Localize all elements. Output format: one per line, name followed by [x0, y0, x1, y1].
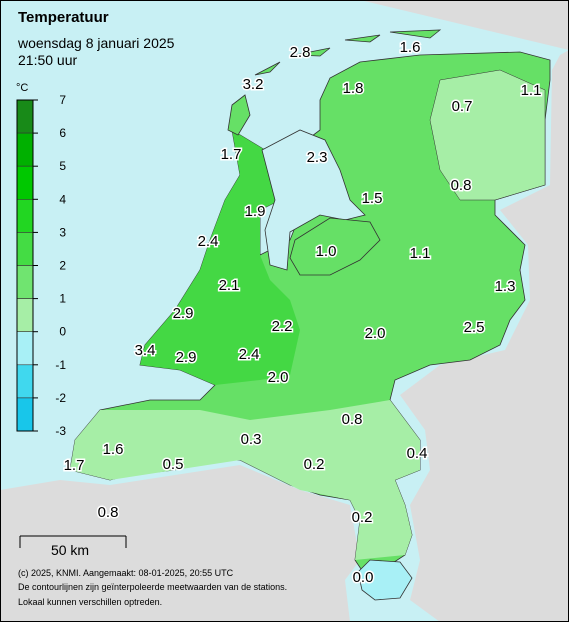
station-reading: 1.9: [245, 203, 266, 220]
station-reading: 2.8: [290, 44, 311, 61]
station-reading: 2.2: [272, 318, 293, 335]
legend-tick-label: 5: [59, 159, 66, 173]
station-reading: 1.3: [495, 278, 516, 295]
cool-zone: [70, 400, 420, 560]
legend-swatch: [16, 199, 34, 233]
legend-tick-label: -2: [55, 391, 66, 405]
station-reading: 3.2: [243, 76, 264, 93]
cold-zone: [357, 559, 413, 601]
station-reading: 1.6: [103, 441, 124, 458]
neighbour-land: [0, 465, 360, 622]
station-reading: 1.6: [400, 39, 421, 56]
scale-label: 50 km: [51, 542, 89, 558]
station-reading: 2.4: [239, 346, 260, 363]
legend-swatch: [16, 232, 34, 266]
title: Temperatuur: [18, 9, 109, 26]
station-reading: 0.8: [98, 504, 119, 521]
date: woensdag 8 januari 2025: [17, 35, 175, 51]
station-reading: 2.1: [219, 277, 240, 294]
legend-tick-label: 6: [59, 126, 66, 140]
station-reading: 0.7: [452, 98, 473, 115]
station-reading: 0.2: [304, 456, 325, 473]
legend-tick-label: 7: [59, 93, 66, 107]
legend-swatch: [16, 99, 34, 134]
footer-line: De contourlijnen zijn geïnterpoleerde me…: [18, 582, 287, 592]
station-reading: 2.9: [176, 349, 197, 366]
legend-swatch: [16, 265, 34, 299]
legend-tick-label: -1: [55, 358, 66, 372]
station-reading: 0.0: [353, 569, 374, 586]
station-reading: 1.7: [64, 457, 85, 474]
station-reading: 2.3: [307, 149, 328, 166]
flevoland: [289, 217, 381, 276]
station-reading: 1.1: [410, 245, 431, 262]
station-reading: 2.5: [464, 319, 485, 336]
station-reading: 1.8: [343, 80, 364, 97]
legend-swatch: [16, 132, 34, 167]
legend-tick-label: -3: [55, 424, 66, 438]
legend-swatch: [16, 364, 34, 399]
legend-tick-label: 4: [59, 192, 66, 206]
station-reading: 2.4: [198, 233, 219, 250]
legend-swatch: [16, 397, 34, 432]
legend-swatch: [16, 165, 34, 200]
station-reading: 2.0: [365, 325, 386, 342]
legend-tick-label: 1: [59, 292, 66, 306]
station-reading: 2.9: [173, 305, 194, 322]
station-reading: 0.3: [241, 431, 262, 448]
station-reading: 3.4: [135, 342, 156, 359]
warm-zone: [140, 130, 300, 385]
neighbour-land: [360, 0, 569, 622]
station-reading: 1.5: [362, 190, 383, 207]
legend-tick-label: 3: [59, 225, 66, 239]
station-reading: 1.0: [316, 243, 337, 260]
wadden-islands: [227, 29, 442, 136]
time: 21:50 uur: [18, 52, 77, 68]
station-reading: 2.0: [268, 369, 289, 386]
cool-zone: [429, 69, 546, 201]
legend-swatch: [16, 331, 34, 366]
station-reading: 0.2: [352, 509, 373, 526]
station-reading: 0.4: [407, 445, 428, 462]
footer-line: (c) 2025, KNMI. Aangemaakt: 08-01-2025, …: [18, 568, 234, 578]
legend-swatch: [16, 298, 34, 333]
legend-unit: °C: [16, 82, 28, 94]
station-reading: 0.8: [342, 411, 363, 428]
footer-line: Lokaal kunnen verschillen optreden.: [18, 597, 162, 607]
legend-tick-label: 0: [59, 325, 66, 339]
ijsselmeer: [261, 129, 366, 271]
station-reading: 1.7: [221, 146, 242, 163]
station-reading: 0.8: [451, 177, 472, 194]
legend-tick-label: 2: [59, 259, 66, 273]
station-reading: 1.1: [521, 82, 542, 99]
station-reading: 0.5: [163, 456, 184, 473]
